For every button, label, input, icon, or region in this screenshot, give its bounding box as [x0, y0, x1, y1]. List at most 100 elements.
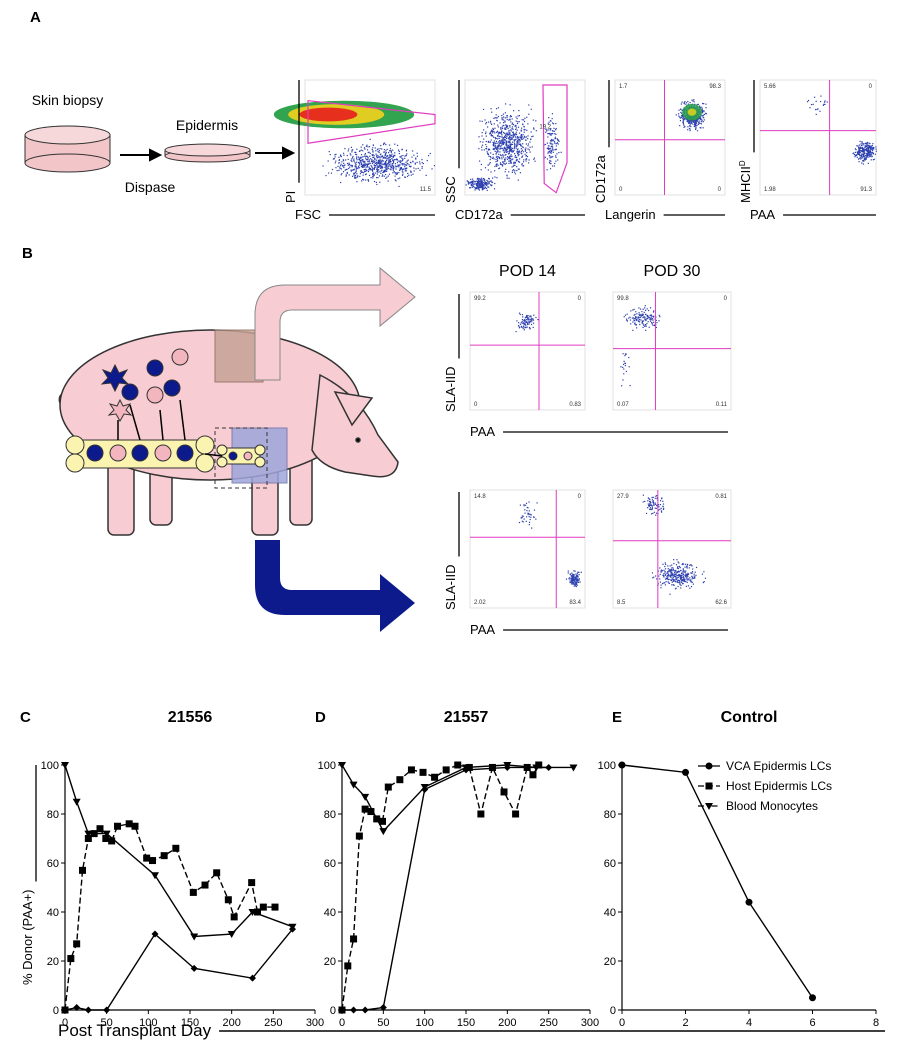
density-core [688, 109, 697, 116]
event-dot [500, 162, 501, 163]
quadrant-value: 0.11 [716, 402, 728, 408]
event-dot [555, 149, 556, 150]
event-dot [396, 174, 397, 175]
event-dot [386, 156, 387, 157]
plot-frame [760, 80, 876, 195]
event-dot [658, 320, 659, 321]
event-dot [644, 316, 645, 317]
event-dot [635, 311, 636, 312]
event-dot [488, 181, 489, 182]
event-dot [401, 149, 402, 150]
event-dot [552, 150, 553, 151]
event-dot [700, 118, 701, 119]
event-dot [552, 145, 553, 146]
marker [443, 766, 450, 773]
event-dot [680, 567, 681, 568]
y-tick-label: 0 [53, 1005, 59, 1017]
event-dot [502, 140, 503, 141]
event-dot [379, 161, 380, 162]
event-dot [545, 157, 546, 158]
event-dot [370, 165, 371, 166]
event-dot [875, 146, 876, 147]
event-dot [358, 166, 359, 167]
event-dot [871, 147, 872, 148]
step-label: Epidermis [176, 117, 238, 133]
event-dot [875, 154, 876, 155]
event-dot [687, 573, 688, 574]
event-dot [703, 115, 704, 116]
event-dot [391, 156, 392, 157]
event-dot [344, 165, 345, 166]
event-dot [503, 116, 504, 117]
event-dot [375, 165, 376, 166]
event-dot [365, 167, 366, 168]
event-dot [372, 154, 373, 155]
event-dot [363, 161, 364, 162]
event-dot [514, 148, 515, 149]
event-dot [495, 143, 496, 144]
event-dot [342, 165, 343, 166]
event-dot [483, 185, 484, 186]
event-dot [554, 149, 555, 150]
event-dot [503, 137, 504, 138]
event-dot [472, 179, 473, 180]
event-dot [533, 327, 534, 328]
event-dot [556, 145, 557, 146]
event-dot [374, 167, 375, 168]
marker [213, 869, 220, 876]
event-dot [393, 157, 394, 158]
event-dot [394, 144, 395, 145]
event-dot [647, 500, 648, 501]
event-dot [484, 182, 485, 183]
event-dot [389, 157, 390, 158]
event-dot [671, 580, 672, 581]
event-dot [687, 567, 688, 568]
event-dot [527, 324, 528, 325]
event-dot [504, 159, 505, 160]
event-dot [375, 150, 376, 151]
event-dot [687, 582, 688, 583]
event-dot [394, 155, 395, 156]
event-dot [664, 566, 665, 567]
event-dot [647, 507, 648, 508]
event-dot [494, 128, 495, 129]
event-dot [675, 574, 676, 575]
event-dot [376, 177, 377, 178]
event-dot [548, 151, 549, 152]
event-dot [519, 150, 520, 151]
event-dot [683, 564, 684, 565]
event-dot [374, 155, 375, 156]
event-dot [355, 164, 356, 165]
event-dot [506, 127, 507, 128]
event-dot [379, 150, 380, 151]
event-dot [655, 575, 656, 576]
event-dot [549, 163, 550, 164]
event-dot [517, 140, 518, 141]
event-dot [391, 151, 392, 152]
event-dot [575, 577, 576, 578]
event-dot [557, 138, 558, 139]
marker [420, 769, 427, 776]
event-dot [558, 152, 559, 153]
event-dot [863, 161, 864, 162]
event-dot [652, 513, 653, 514]
event-dot [493, 129, 494, 130]
event-dot [379, 175, 380, 176]
event-dot [500, 136, 501, 137]
event-dot [630, 319, 631, 320]
event-dot [360, 161, 361, 162]
event-dot [485, 123, 486, 124]
event-dot [510, 158, 511, 159]
event-dot [630, 323, 631, 324]
event-dot [636, 327, 637, 328]
event-dot [412, 150, 413, 151]
event-dot [680, 570, 681, 571]
event-dot [511, 161, 512, 162]
event-dot [351, 161, 352, 162]
quadrant-value: 2.02 [474, 600, 486, 606]
event-dot [390, 163, 391, 164]
event-dot [392, 165, 393, 166]
event-dot [868, 163, 869, 164]
event-dot [367, 161, 368, 162]
event-dot [515, 139, 516, 140]
